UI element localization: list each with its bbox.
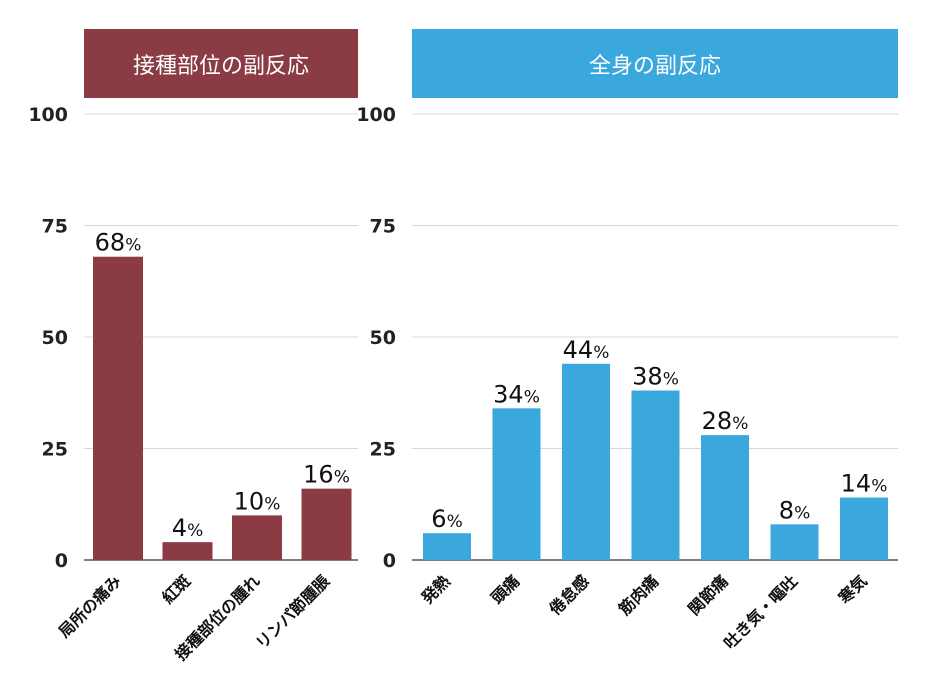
systemic-ytick-50: 50 bbox=[370, 327, 396, 349]
systemic-ytick-0: 0 bbox=[383, 550, 396, 572]
systemic-bar-3 bbox=[562, 363, 610, 560]
local-bar-2 bbox=[162, 542, 213, 560]
systemic-bar-4 bbox=[631, 390, 680, 560]
local-category-label-2: 紅斑 bbox=[158, 571, 194, 607]
systemic-bar-7 bbox=[840, 497, 888, 560]
systemic-ytick-75: 75 bbox=[370, 216, 396, 238]
systemic-value-label-5: 28% bbox=[702, 407, 749, 435]
local-bar-4 bbox=[301, 488, 352, 560]
systemic-ytick-100: 100 bbox=[356, 104, 396, 126]
systemic-category-label-5: 関節痛 bbox=[684, 571, 731, 618]
header-systemic-reactions-text: 全身の副反応 bbox=[588, 53, 721, 79]
systemic-value-label-3: 44% bbox=[563, 336, 610, 364]
systemic-bar-6 bbox=[770, 524, 819, 560]
systemic-category-label-6: 吐き気・嘔吐 bbox=[720, 571, 801, 652]
systemic-category-label-1: 発熱 bbox=[417, 571, 454, 608]
systemic-value-label-6: 8% bbox=[779, 496, 810, 524]
local-category-label-4: リンパ節腫脹 bbox=[252, 571, 333, 652]
local-value-label-2: 4% bbox=[172, 514, 203, 542]
header-local-reactions: 接種部位の副反応 bbox=[84, 29, 358, 98]
local-ytick-0: 0 bbox=[55, 550, 68, 572]
systemic-value-label-4: 38% bbox=[632, 363, 679, 391]
header-systemic-reactions: 全身の副反応 bbox=[412, 29, 898, 98]
systemic-category-label-3: 倦怠感 bbox=[545, 571, 592, 618]
systemic-category-label-2: 頭痛 bbox=[487, 571, 523, 607]
systemic-ytick-25: 25 bbox=[370, 439, 396, 461]
local-value-label-1: 68% bbox=[95, 229, 142, 257]
systemic-value-label-1: 6% bbox=[431, 505, 462, 533]
local-category-label-1: 局所の痛み bbox=[55, 571, 125, 641]
systemic-bar-5 bbox=[701, 435, 749, 560]
local-value-label-4: 16% bbox=[303, 461, 350, 489]
local-ytick-100: 100 bbox=[28, 104, 68, 126]
local-bar-1 bbox=[93, 256, 143, 560]
local-ytick-25: 25 bbox=[42, 439, 68, 461]
systemic-value-label-7: 14% bbox=[841, 470, 888, 498]
systemic-bar-1 bbox=[423, 533, 471, 560]
systemic-value-label-2: 34% bbox=[493, 380, 540, 408]
local-bar-3 bbox=[232, 515, 282, 560]
systemic-category-label-7: 寒気 bbox=[834, 571, 871, 608]
local-ytick-75: 75 bbox=[42, 216, 68, 238]
local-value-label-3: 10% bbox=[234, 487, 281, 515]
systemic-category-label-4: 筋肉痛 bbox=[614, 571, 662, 619]
header-local-reactions-text: 接種部位の副反応 bbox=[132, 53, 309, 79]
systemic-bar-2 bbox=[492, 408, 541, 560]
local-ytick-50: 50 bbox=[42, 327, 68, 349]
